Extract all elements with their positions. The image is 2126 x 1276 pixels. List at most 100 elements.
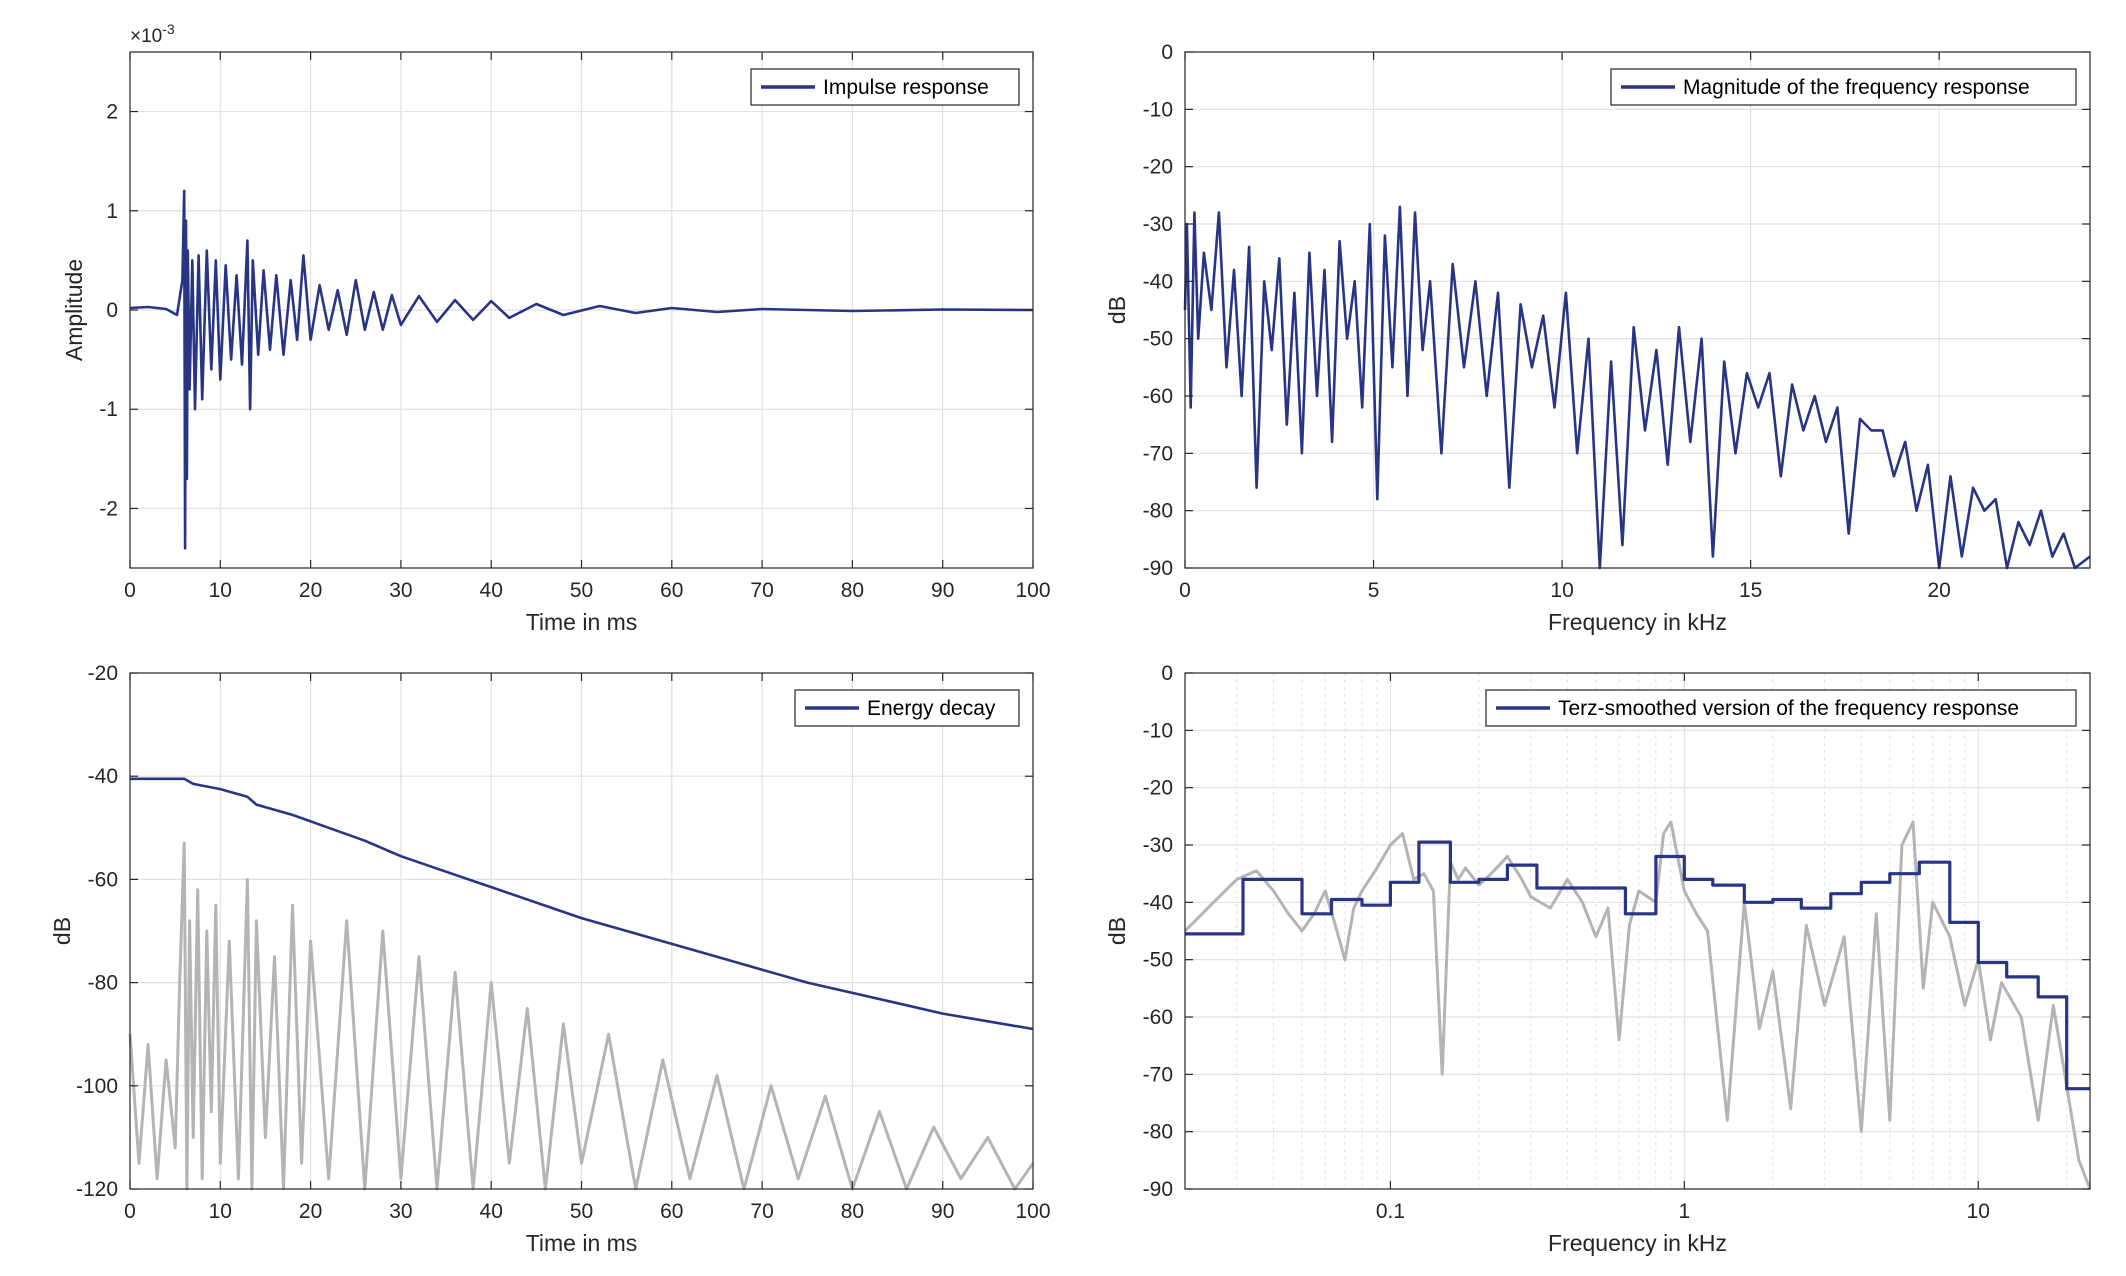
x-axis-label-energy: Time in ms — [526, 1230, 638, 1256]
ticks-magnitude: 0 5 10 15 20 -90 -80 -70 -60 -50 -40 -30 -20 -10 0 — [1143, 41, 2090, 602]
y-tick-label: -90 — [1143, 1178, 1173, 1201]
y-axis-label-magnitude: dB — [1104, 296, 1130, 324]
y-tick-label: 2 — [106, 101, 118, 124]
y-tick-label: -30 — [1143, 834, 1173, 857]
ticks-terz: 0.1 1 10 -90 -80 -70 -60 -50 -40 -30 -20 -10 0 — [1143, 662, 2090, 1223]
x-tick-label: 80 — [841, 1200, 864, 1223]
panel-energy-decay: 0 10 20 30 40 50 60 70 80 90 100 -120 -100 -80 -60 -40 -… — [49, 662, 1051, 1256]
x-tick-label: 5 — [1368, 579, 1380, 602]
x-tick-label: 0 — [124, 1200, 136, 1223]
y-tick-label: -20 — [88, 662, 118, 685]
x-axis-label-terz: Frequency in kHz — [1548, 1230, 1727, 1256]
x-tick-label: 30 — [389, 579, 412, 602]
exponent-base: ×10 — [130, 26, 162, 47]
x-tick-label: 30 — [389, 1200, 412, 1223]
y-tick-label: -70 — [1143, 1063, 1173, 1086]
y-tick-label: -100 — [76, 1075, 118, 1098]
x-tick-label: 40 — [480, 579, 503, 602]
y-tick-label: -1 — [99, 398, 118, 421]
x-tick-label: 60 — [660, 579, 683, 602]
x-tick-label: 1 — [1678, 1200, 1690, 1223]
series-line-primary — [130, 777, 1034, 1031]
x-tick-label: 10 — [209, 1200, 232, 1223]
y-tick-label: -30 — [1143, 213, 1173, 236]
y-tick-label: -40 — [1143, 270, 1173, 293]
x-tick-label: 50 — [570, 1200, 593, 1223]
x-axis-label-magnitude: Frequency in kHz — [1548, 609, 1727, 635]
plot-frame-terz — [1184, 672, 2091, 1190]
x-tick-label: 10 — [209, 579, 232, 602]
y-tick-label: -90 — [1143, 557, 1173, 580]
y-tick-label: -20 — [1143, 156, 1173, 179]
series-line-primary — [129, 189, 1034, 550]
y-tick-label: -40 — [88, 765, 118, 788]
y-tick-label: -80 — [88, 972, 118, 995]
x-tick-label: 70 — [750, 1200, 773, 1223]
y-tick-label: -60 — [88, 868, 118, 891]
series-line-primary — [1185, 840, 2090, 1091]
legend-energy: Energy decay — [794, 689, 1020, 727]
x-tick-label: 100 — [1015, 1200, 1050, 1223]
y-tick-label: -50 — [1143, 328, 1173, 351]
x-tick-label: 40 — [480, 1200, 503, 1223]
y-tick-label: 0 — [1161, 662, 1173, 685]
y-tick-label: -50 — [1143, 949, 1173, 972]
ticks-impulse: 0 10 20 30 40 50 60 70 80 90 100 -2 -1 0 1 2 — [99, 52, 1051, 602]
x-tick-label: 0 — [124, 579, 136, 602]
y-tick-label: -80 — [1143, 500, 1173, 523]
x-tick-label: 15 — [1739, 579, 1762, 602]
x-tick-label: 50 — [570, 579, 593, 602]
x-tick-label: 90 — [931, 1200, 954, 1223]
y-tick-label: 1 — [106, 200, 118, 223]
legend-label-energy: Energy decay — [867, 697, 996, 720]
y-tick-label: -10 — [1143, 719, 1173, 742]
legend-box-magnitude — [1610, 68, 2077, 106]
y-tick-label: -40 — [1143, 891, 1173, 914]
series-impulse — [129, 189, 1034, 550]
x-tick-label: 20 — [299, 579, 322, 602]
grid-magnitude — [1185, 52, 2090, 568]
exponent-power: -3 — [162, 21, 175, 37]
x-tick-label: 90 — [931, 579, 954, 602]
series-line-secondary — [128, 841, 1035, 1191]
y-axis-label-terz: dB — [1104, 917, 1130, 945]
series-magnitude — [1183, 205, 2091, 570]
x-tick-label: 60 — [660, 1200, 683, 1223]
x-tick-label: 100 — [1015, 579, 1050, 602]
plot-frame-magnitude — [1184, 51, 2091, 569]
y-tick-label: -120 — [76, 1178, 118, 1201]
legend-terz: Terz-smoothed version of the frequency r… — [1485, 689, 2077, 727]
x-tick-label: 20 — [299, 1200, 322, 1223]
x-tick-label: 10 — [1550, 579, 1573, 602]
legend-box-terz — [1485, 689, 2077, 727]
y-tick-label: -70 — [1143, 442, 1173, 465]
x-tick-label: 10 — [1967, 1200, 1990, 1223]
series-line-secondary — [1183, 820, 2092, 1190]
y-axis-exponent: ×10-3 — [130, 21, 175, 47]
ticks-energy: 0 10 20 30 40 50 60 70 80 90 100 -120 -100 -80 -60 -40 -… — [76, 662, 1051, 1223]
y-axis-label-impulse: Amplitude — [61, 259, 87, 361]
legend-label-terz: Terz-smoothed version of the frequency r… — [1558, 697, 2019, 720]
legend-label-magnitude: Magnitude of the frequency response — [1683, 76, 2030, 99]
x-axis-label-impulse: Time in ms — [526, 609, 638, 635]
panel-frequency-magnitude: 0 5 10 15 20 -90 -80 -70 -60 -50 -40 -30 -20 -10 0 Fre… — [1104, 41, 2091, 635]
series-terz — [1183, 820, 2092, 1190]
x-tick-label: 20 — [1927, 579, 1950, 602]
x-tick-label: 70 — [750, 579, 773, 602]
y-axis-label-energy: dB — [49, 917, 75, 945]
legend-magnitude: Magnitude of the frequency response — [1610, 68, 2077, 106]
grid-terz — [1185, 673, 2090, 1189]
x-tick-label: 0.1 — [1376, 1200, 1405, 1223]
series-energy — [128, 777, 1035, 1191]
x-tick-label: 0 — [1179, 579, 1191, 602]
legend-label-impulse: Impulse response — [823, 76, 989, 99]
y-tick-label: -20 — [1143, 777, 1173, 800]
y-tick-label: -2 — [99, 497, 118, 520]
panel-impulse-response: 0 10 20 30 40 50 60 70 80 90 100 -2 -1 0 1 2 Time in ms… — [61, 21, 1051, 635]
x-tick-label: 80 — [841, 579, 864, 602]
y-tick-label: 0 — [106, 299, 118, 322]
series-line-primary — [1183, 205, 2091, 570]
legend-box-energy — [794, 689, 1020, 727]
y-tick-label: 0 — [1161, 41, 1173, 64]
